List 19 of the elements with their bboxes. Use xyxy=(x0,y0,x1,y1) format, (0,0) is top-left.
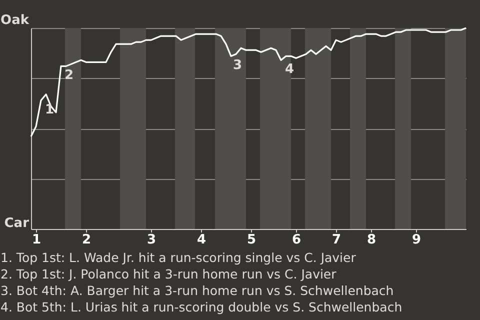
text: 1. Top 1st: L. Wade Jr. hit a run-scoring single vs C. Javier xyxy=(0,250,357,265)
x-tick-label: 1 xyxy=(32,232,42,248)
x-tick-label: 4 xyxy=(196,232,206,248)
annotation: 2 xyxy=(64,68,74,84)
x-tick-label: 3 xyxy=(146,232,156,248)
x-tick-label: 8 xyxy=(366,232,376,248)
x-tick-label: 5 xyxy=(246,232,256,248)
x-tick-label: 6 xyxy=(292,232,302,248)
text: 2. Top 1st: J. Polanco hit a 3-run home run vs C. Javier xyxy=(0,266,338,282)
annotation: 3 xyxy=(233,58,242,74)
text: 4. Bot 5th: L. Urias hit a run-scoring double vs S. Schwellenbach xyxy=(0,300,402,314)
text: 3. Bot 4th: A. Barger hit a 3-run home run vs S. Schwellenbach xyxy=(0,283,394,298)
x-tick-label: 7 xyxy=(332,232,342,248)
annotation: 4 xyxy=(285,62,294,78)
x-tick-label: 2 xyxy=(82,232,92,248)
text: Car xyxy=(4,216,30,231)
x-tick-label: 9 xyxy=(412,232,422,248)
annotation: 1 xyxy=(45,102,54,118)
text: Oak xyxy=(0,13,30,28)
